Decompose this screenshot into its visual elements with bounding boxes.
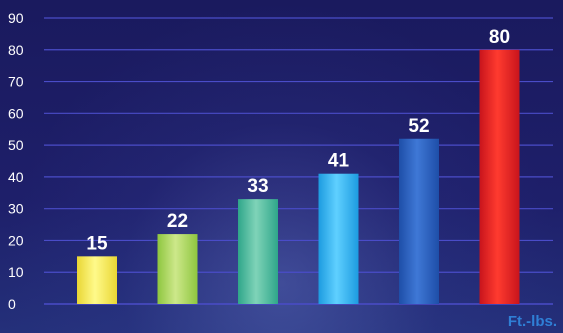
bar (479, 49, 520, 305)
bar (318, 173, 359, 304)
data-label: 41 (328, 151, 350, 172)
data-labels: 15 22 33 41 52 80 (86, 27, 510, 255)
y-tick-label: 60 (8, 105, 24, 121)
y-tick-label: 90 (8, 10, 24, 26)
y-tick-label: 80 (8, 42, 24, 58)
bar (399, 138, 439, 304)
bar (77, 256, 117, 304)
y-tick-label: 0 (8, 296, 16, 312)
bar (238, 199, 278, 304)
y-tick-label: 30 (8, 201, 24, 217)
data-label: 15 (86, 233, 108, 254)
data-label: 22 (167, 211, 188, 232)
bars (77, 49, 520, 305)
y-tick-label: 70 (8, 74, 24, 90)
y-axis-ticks: 0 10 20 30 40 50 60 70 80 90 (8, 10, 24, 312)
data-label: 80 (489, 27, 510, 48)
y-tick-label: 50 (8, 137, 24, 153)
y-tick-label: 10 (8, 264, 24, 280)
y-tick-label: 40 (8, 169, 24, 185)
data-label: 33 (247, 176, 268, 197)
grid-lines (44, 17, 553, 305)
bar (157, 234, 198, 304)
data-label: 52 (408, 116, 429, 137)
y-tick-label: 20 (8, 232, 24, 248)
unit-label: Ft.-lbs. (507, 313, 557, 330)
